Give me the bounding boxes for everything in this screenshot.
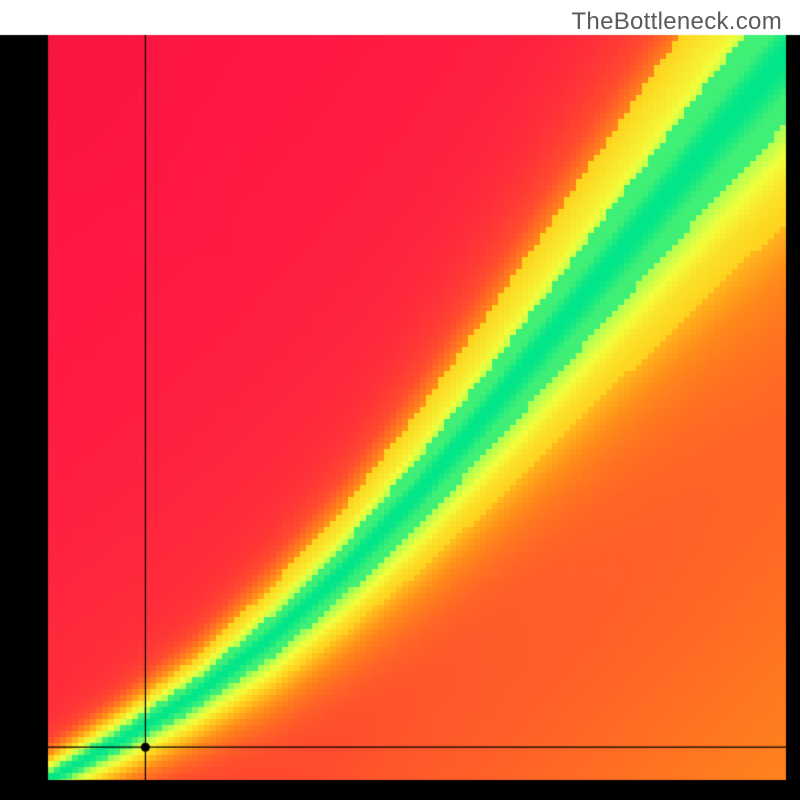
chart-container: TheBottleneck.com: [0, 0, 800, 800]
heatmap-canvas: [0, 0, 800, 800]
watermark-text: TheBottleneck.com: [571, 8, 782, 36]
